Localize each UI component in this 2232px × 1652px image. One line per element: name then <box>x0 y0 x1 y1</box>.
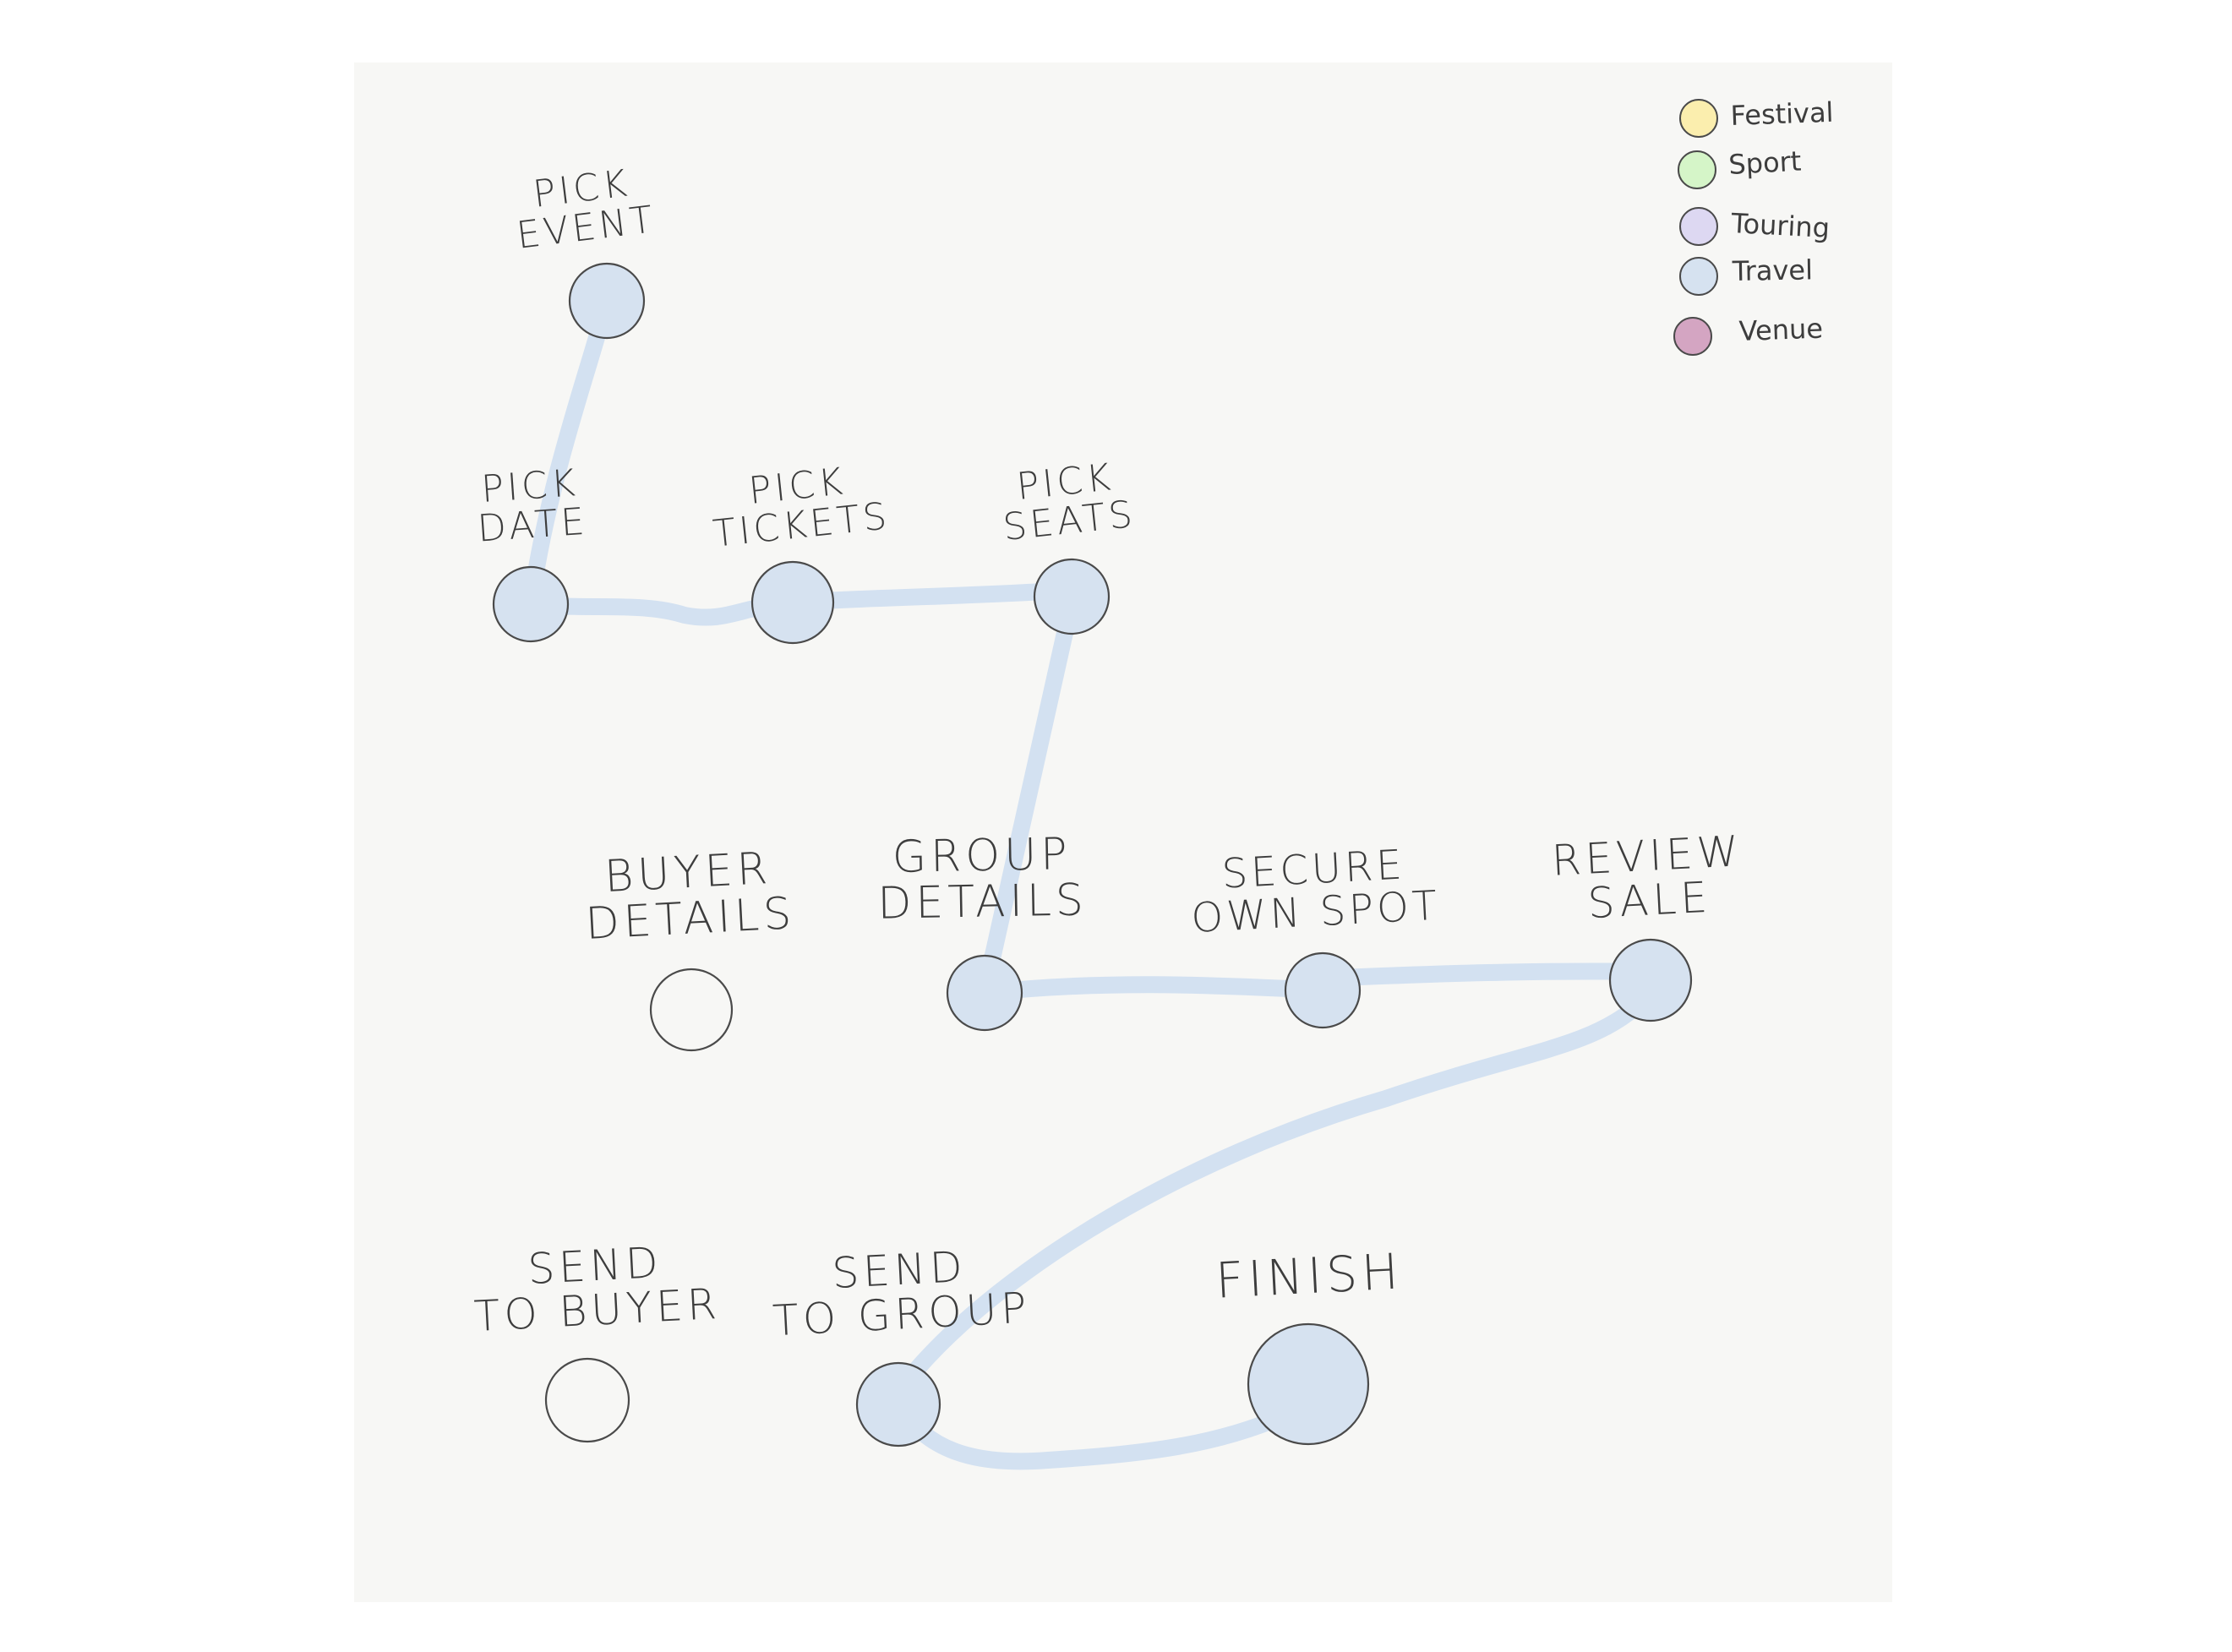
label-review-sale: REVIEWSALE <box>1551 826 1747 930</box>
node-buyer-details <box>649 968 734 1052</box>
label-buyer-details: BUYERDETAILS <box>581 842 796 950</box>
label-finish: FINISH <box>1214 1242 1405 1309</box>
legend-swatch-icon <box>1679 99 1718 138</box>
node-pick-event <box>568 262 646 340</box>
label-pick-event: PICKEVENT <box>510 159 658 258</box>
node-pick-seats <box>1033 558 1111 635</box>
node-pick-date <box>492 565 570 643</box>
label-line: SEND <box>527 1238 663 1294</box>
legend-swatch-icon <box>1678 150 1716 189</box>
route-segment <box>976 617 1075 1001</box>
label-group-details: GROUPDETAILS <box>876 829 1088 930</box>
label-pick-date: PICKDATE <box>473 461 589 551</box>
legend-item-travel: Travel <box>1679 254 1813 296</box>
legend-item-festival: Festival <box>1679 96 1834 138</box>
route-segment <box>890 1396 1293 1470</box>
label-line: PICK <box>480 461 580 511</box>
legend-label: Touring <box>1730 207 1831 244</box>
label-line: BUYER <box>603 843 773 902</box>
legend-item-venue: Venue <box>1673 313 1824 356</box>
legend-label: Sport <box>1727 145 1802 181</box>
label-pick-seats: PICKSEATS <box>997 454 1138 549</box>
label-line: DETAILS <box>584 888 796 950</box>
route-segment <box>976 976 1331 1001</box>
legend-swatch-icon <box>1679 257 1718 296</box>
legend-label: Venue <box>1738 313 1824 347</box>
node-finish <box>1247 1322 1370 1446</box>
node-secure-own-spot <box>1284 951 1362 1029</box>
legend-item-touring: Touring <box>1679 207 1831 246</box>
legend-item-sport: Sport <box>1678 145 1802 189</box>
route-segment <box>1314 962 1659 987</box>
label-line: REVIEW <box>1551 826 1744 886</box>
legend-label: Festival <box>1730 96 1834 132</box>
legend: Festival Sport Touring Travel Venue <box>1673 96 1834 356</box>
step-nodes <box>492 262 1693 1448</box>
label-send-to-group: SENDTO GROUP <box>769 1239 1032 1345</box>
label-line: PICK <box>1015 455 1116 509</box>
legend-swatch-icon <box>1679 207 1718 246</box>
label-secure-own-spot: SECUREOWN SPOT <box>1187 839 1441 942</box>
route-segment <box>909 999 1644 1377</box>
legend-label: Travel <box>1731 254 1813 287</box>
node-send-to-group <box>855 1361 941 1448</box>
label-line: DETAILS <box>877 875 1089 929</box>
node-group-details <box>946 954 1023 1032</box>
node-send-to-buyer <box>544 1357 630 1443</box>
legend-swatch-icon <box>1673 317 1712 356</box>
node-review-sale <box>1608 938 1693 1022</box>
label-line: SALE <box>1586 873 1712 929</box>
label-line: PICK <box>747 460 849 513</box>
label-line: SEND <box>831 1242 968 1298</box>
step-labels: PICKEVENTPICKDATEPICKTICKETSPICKSEATSBUY… <box>473 159 1747 1345</box>
label-line: SECURE <box>1220 841 1406 897</box>
label-line: GROUP <box>892 829 1072 883</box>
node-pick-tickets <box>750 560 835 645</box>
label-line: DATE <box>476 500 589 551</box>
label-line: FINISH <box>1214 1242 1405 1309</box>
